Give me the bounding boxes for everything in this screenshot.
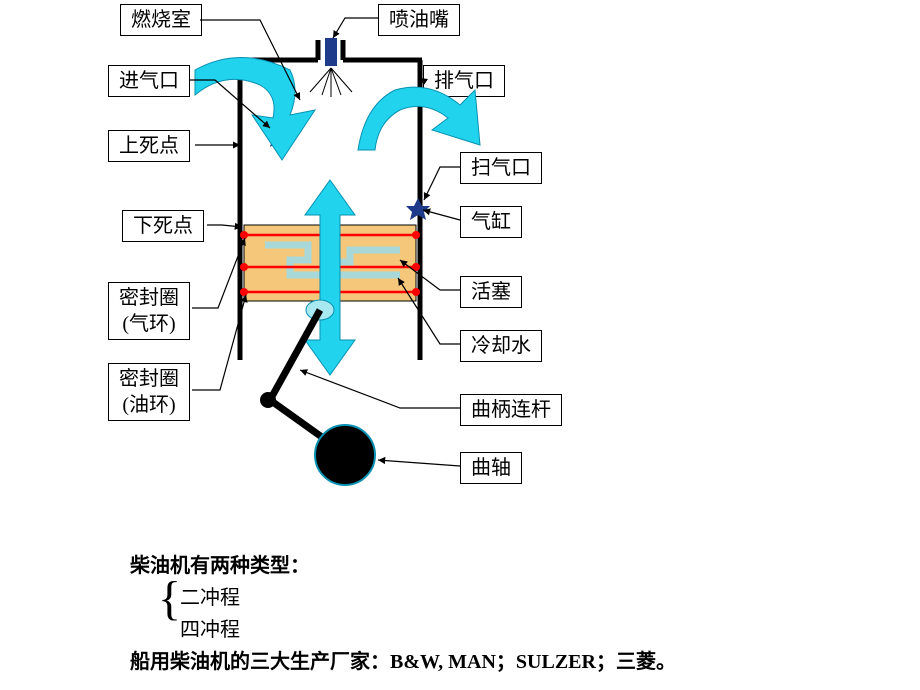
- brace-icon: {: [158, 571, 181, 626]
- connecting-rod-upper: [270, 310, 320, 400]
- footer-line4: 船用柴油机的三大生产厂家：B&W, MAN；SULZER；三菱。: [130, 646, 676, 678]
- rod-joint: [260, 392, 276, 408]
- fuel-spray: [310, 68, 352, 97]
- engine-svg: [0, 0, 920, 520]
- crankshaft-disc: [315, 425, 375, 485]
- footer-line1: 柴油机有两种类型：: [130, 550, 676, 582]
- footer-line2: 二冲程: [180, 582, 676, 614]
- diesel-engine-diagram: 燃烧室 进气口 上死点 下死点 密封圈 (气环) 密封圈 (油环) 喷油嘴 排气…: [0, 0, 920, 520]
- footer-text: 柴油机有两种类型： 二冲程 四冲程 船用柴油机的三大生产厂家：B&W, MAN；…: [130, 550, 676, 678]
- footer-line3: 四冲程: [180, 614, 676, 646]
- fuel-injector-body: [325, 38, 337, 66]
